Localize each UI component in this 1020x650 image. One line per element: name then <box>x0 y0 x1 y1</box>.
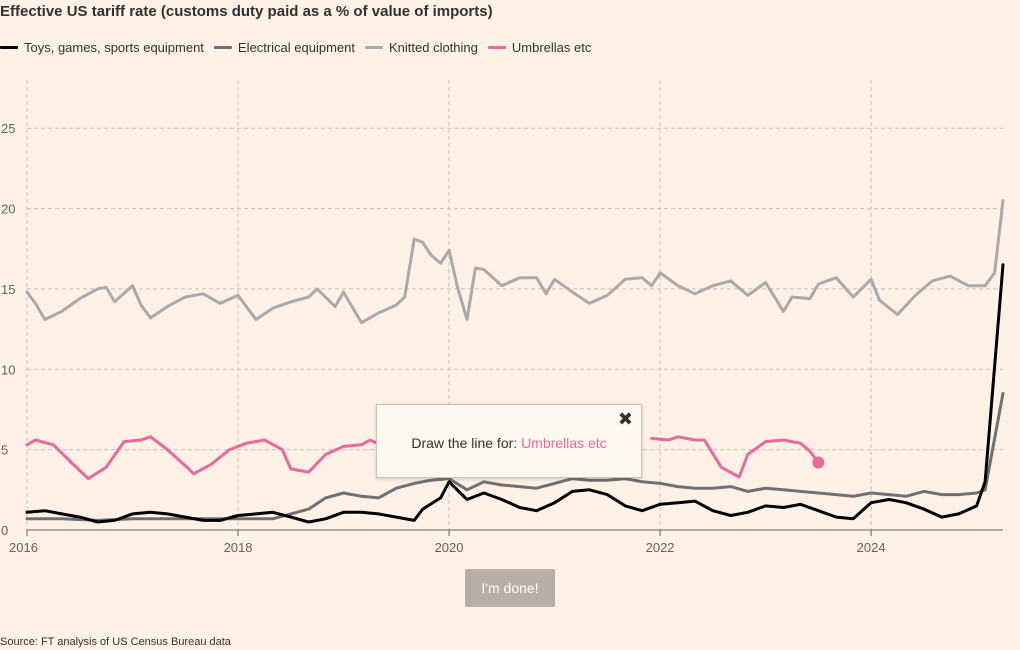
draw-line-tooltip: ✖ Draw the line for: Umbrellas etc <box>376 404 642 478</box>
legend-item: Knitted clothing <box>364 40 478 55</box>
legend-item: Electrical equipment <box>213 40 355 55</box>
legend-label: Umbrellas etc <box>511 40 592 55</box>
umbrellas-end-marker <box>812 456 825 469</box>
legend-label: Toys, games, sports equipment <box>24 40 204 55</box>
y-tick-label: 20 <box>1 202 15 217</box>
y-tick-label: 10 <box>1 362 15 377</box>
x-tick-label: 2024 <box>857 540 886 555</box>
source-note: Source: FT analysis of US Census Bureau … <box>0 636 231 648</box>
legend-swatch <box>0 46 18 49</box>
done-button[interactable]: I'm done! <box>465 569 555 607</box>
series-line-knitted <box>25 199 1005 325</box>
close-icon[interactable]: ✖ <box>617 409 633 429</box>
legend: Toys, games, sports equipment Electrical … <box>0 40 601 55</box>
line-chart[interactable]: 0 5 10 15 20 25 2016 2018 2020 2022 2024 <box>0 0 1020 620</box>
legend-swatch <box>364 46 383 49</box>
legend-swatch <box>213 46 232 49</box>
series-line-electrical <box>25 391 1005 522</box>
series-line-umbrellas <box>25 435 390 481</box>
chart-title: Effective US tariff rate (customs duty p… <box>0 3 493 20</box>
legend-swatch <box>487 46 506 49</box>
x-tick-label: 2022 <box>646 540 675 555</box>
legend-item: Toys, games, sports equipment <box>0 40 204 55</box>
legend-item: Umbrellas etc <box>487 40 592 55</box>
y-tick-label: 15 <box>1 282 15 297</box>
legend-label: Knitted clothing <box>388 40 478 55</box>
tooltip-series-name: Umbrellas etc <box>521 435 607 451</box>
y-tick-label: 5 <box>1 443 8 458</box>
series-line-toys <box>25 263 1005 524</box>
x-tick-label: 2020 <box>435 540 464 555</box>
y-tick-label: 25 <box>1 121 15 136</box>
series-line-umbrellas <box>650 435 820 479</box>
tooltip-prefix: Draw the line for: <box>411 435 522 451</box>
x-tick-label: 2018 <box>224 540 253 555</box>
y-tick-label: 0 <box>1 523 8 538</box>
x-tick-label: 2016 <box>9 540 38 555</box>
tooltip-text: Draw the line for: Umbrellas etc <box>377 435 641 451</box>
legend-label: Electrical equipment <box>237 40 355 55</box>
